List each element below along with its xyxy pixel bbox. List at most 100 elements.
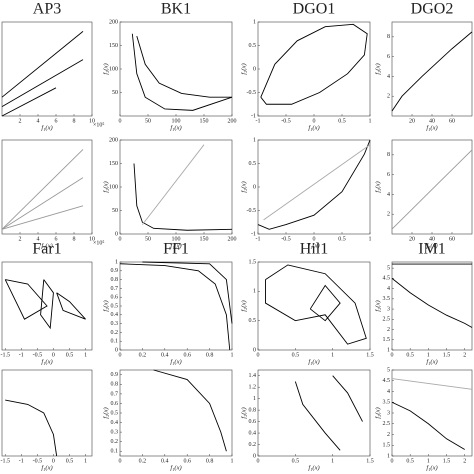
- x-tick-label: 10: [89, 236, 95, 242]
- x-tick-label: 0: [313, 118, 316, 124]
- x-tick-label: -1: [256, 118, 261, 124]
- x-tick-label: 0.5: [406, 352, 414, 358]
- y-tick-label: 3: [387, 306, 390, 312]
- plot-frame: [391, 369, 473, 457]
- data-line: [391, 31, 473, 112]
- y-tick-label: 0.5: [111, 303, 119, 309]
- data-line: [391, 278, 473, 328]
- y-tick-label: 0.1: [111, 449, 119, 455]
- data-line: [1, 177, 84, 230]
- panel-title: FF1: [163, 241, 189, 258]
- x-tick-label: 4: [37, 236, 40, 242]
- data-line: [309, 284, 341, 322]
- y-tick-label: 0: [115, 231, 118, 237]
- panel: 0 0.5 1 1.5 0 0.2 0.4 0.6 0.8 1 1.2 1.4 f₁(x) f₂(x): [240, 369, 374, 471]
- x-tick-label: 100: [172, 236, 181, 242]
- x-tick-label: 1: [427, 352, 430, 358]
- y-tick-label: 4.5: [383, 378, 391, 384]
- y-tick-label: -0.5: [247, 208, 257, 214]
- panel: 0 0.5 1 1.5 2 1 1.5 2 2.5 3 3.5 4 4.5 5 f₁(x) f₂(x): [374, 367, 473, 471]
- plot-frame: [257, 369, 371, 457]
- x-axis-label: f₁(x): [308, 124, 319, 131]
- plot-frame: [1, 139, 93, 235]
- x-tick-label: 1: [331, 352, 334, 358]
- data-line: [294, 381, 341, 451]
- y-tick-label: 1: [253, 137, 256, 143]
- data-line: [5, 399, 58, 457]
- y-tick-label: 1: [387, 453, 390, 459]
- panel: -1 -0.5 0 0.5 1 -1 -0.5 0 0.5 1 f₁(x) f₂(x): [240, 137, 371, 249]
- x-tick-label: 60: [449, 118, 455, 124]
- x-tick-label: 50: [145, 236, 151, 242]
- x-tick-label: 0: [119, 118, 122, 124]
- panel-title: BK1: [161, 1, 191, 18]
- x-axis-label: f₁(x): [426, 124, 437, 131]
- y-tick-label: 1.5: [249, 259, 257, 265]
- x-tick-label: 0: [52, 352, 55, 358]
- y-tick-label: 0.1: [111, 339, 119, 345]
- x-tick-label: 0.6: [183, 352, 191, 358]
- data-line: [142, 144, 205, 225]
- x-tick-label: 0.8: [206, 352, 214, 358]
- panel: 0 0.2 0.4 0.6 0.8 1 0.1 0.2 0.3 0.4 0.5 0.6 0.7 0.8 0.…: [102, 369, 234, 471]
- x-tick-label: 10: [89, 118, 95, 124]
- x-axis-label: f₁(x): [170, 464, 181, 471]
- panel: -1.5 -1 -0.5 0 0.5 1 f₁(x): [0, 369, 93, 471]
- x-tick-label: -1: [19, 458, 24, 464]
- x-tick-label: -0.5: [281, 236, 291, 242]
- y-tick-label: 6: [387, 54, 390, 60]
- x-tick-label: -1.5: [0, 458, 10, 464]
- data-line: [56, 292, 86, 320]
- y-tick-label: 0.8: [111, 382, 119, 388]
- x-axis-label: f₁(x): [426, 358, 437, 365]
- plot-frame: [391, 261, 473, 351]
- data-line: [119, 263, 231, 351]
- x-tick-label: 0: [391, 352, 394, 358]
- x-tick-label: 6: [55, 118, 58, 124]
- data-line: [142, 261, 233, 324]
- x-axis-label: f₁(x): [426, 242, 437, 249]
- x-axis-label: f₁(x): [170, 124, 181, 131]
- x-tick-label: 0.4: [161, 458, 169, 464]
- y-tick-label: 0.2: [111, 439, 119, 445]
- data-line: [131, 33, 233, 111]
- panel-title: DGO2: [411, 1, 454, 18]
- x-tick-label: 0.8: [206, 458, 214, 464]
- y-tick-label: 1: [253, 396, 256, 402]
- y-tick-label: 2: [387, 327, 390, 333]
- y-tick-label: 1: [115, 259, 118, 265]
- x-tick-label: 1: [331, 458, 334, 464]
- x-tick-label: 0.5: [338, 118, 346, 124]
- y-tick-label: 0.3: [111, 429, 119, 435]
- x-tick-label: 0: [119, 458, 122, 464]
- data-line: [1, 59, 84, 107]
- x-tick-label: 50: [145, 118, 151, 124]
- plot-frame: [391, 21, 473, 117]
- x-axis-label: f₁(x): [308, 242, 319, 249]
- x-tick-label: 4: [37, 118, 40, 124]
- y-tick-label: 2.5: [383, 421, 391, 427]
- y-tick-label: 4.5: [383, 276, 391, 282]
- y-axis-label: f₂(x): [102, 63, 109, 74]
- x-tick-label: 0.5: [292, 352, 300, 358]
- x-tick-label: 0.2: [139, 352, 147, 358]
- y-tick-label: 0.3: [111, 321, 119, 327]
- y-tick-label: -1: [251, 231, 256, 237]
- x-tick-label: -0.5: [33, 458, 43, 464]
- y-axis-label: f₂(x): [240, 63, 247, 74]
- x-tick-label: 0: [257, 458, 260, 464]
- panel: AP3 2 4 6 8 10 f₁(x) ×10⁵: [1, 1, 104, 131]
- x-tick-label: 1: [231, 458, 234, 464]
- x-tick-label: 8: [73, 118, 76, 124]
- x-tick-label: -0.5: [281, 118, 291, 124]
- plot-frame: [257, 139, 371, 235]
- y-axis-label: f₂(x): [102, 407, 109, 418]
- y-tick-label: 8: [387, 34, 390, 40]
- data-line: [263, 144, 371, 221]
- x-axis-label: f₁(x): [41, 358, 52, 365]
- y-axis-label: f₂(x): [374, 181, 381, 192]
- x-tick-label: 0: [119, 236, 122, 242]
- y-tick-label: 200: [109, 19, 118, 25]
- y-tick-label: 4: [387, 74, 390, 80]
- data-line: [153, 369, 227, 452]
